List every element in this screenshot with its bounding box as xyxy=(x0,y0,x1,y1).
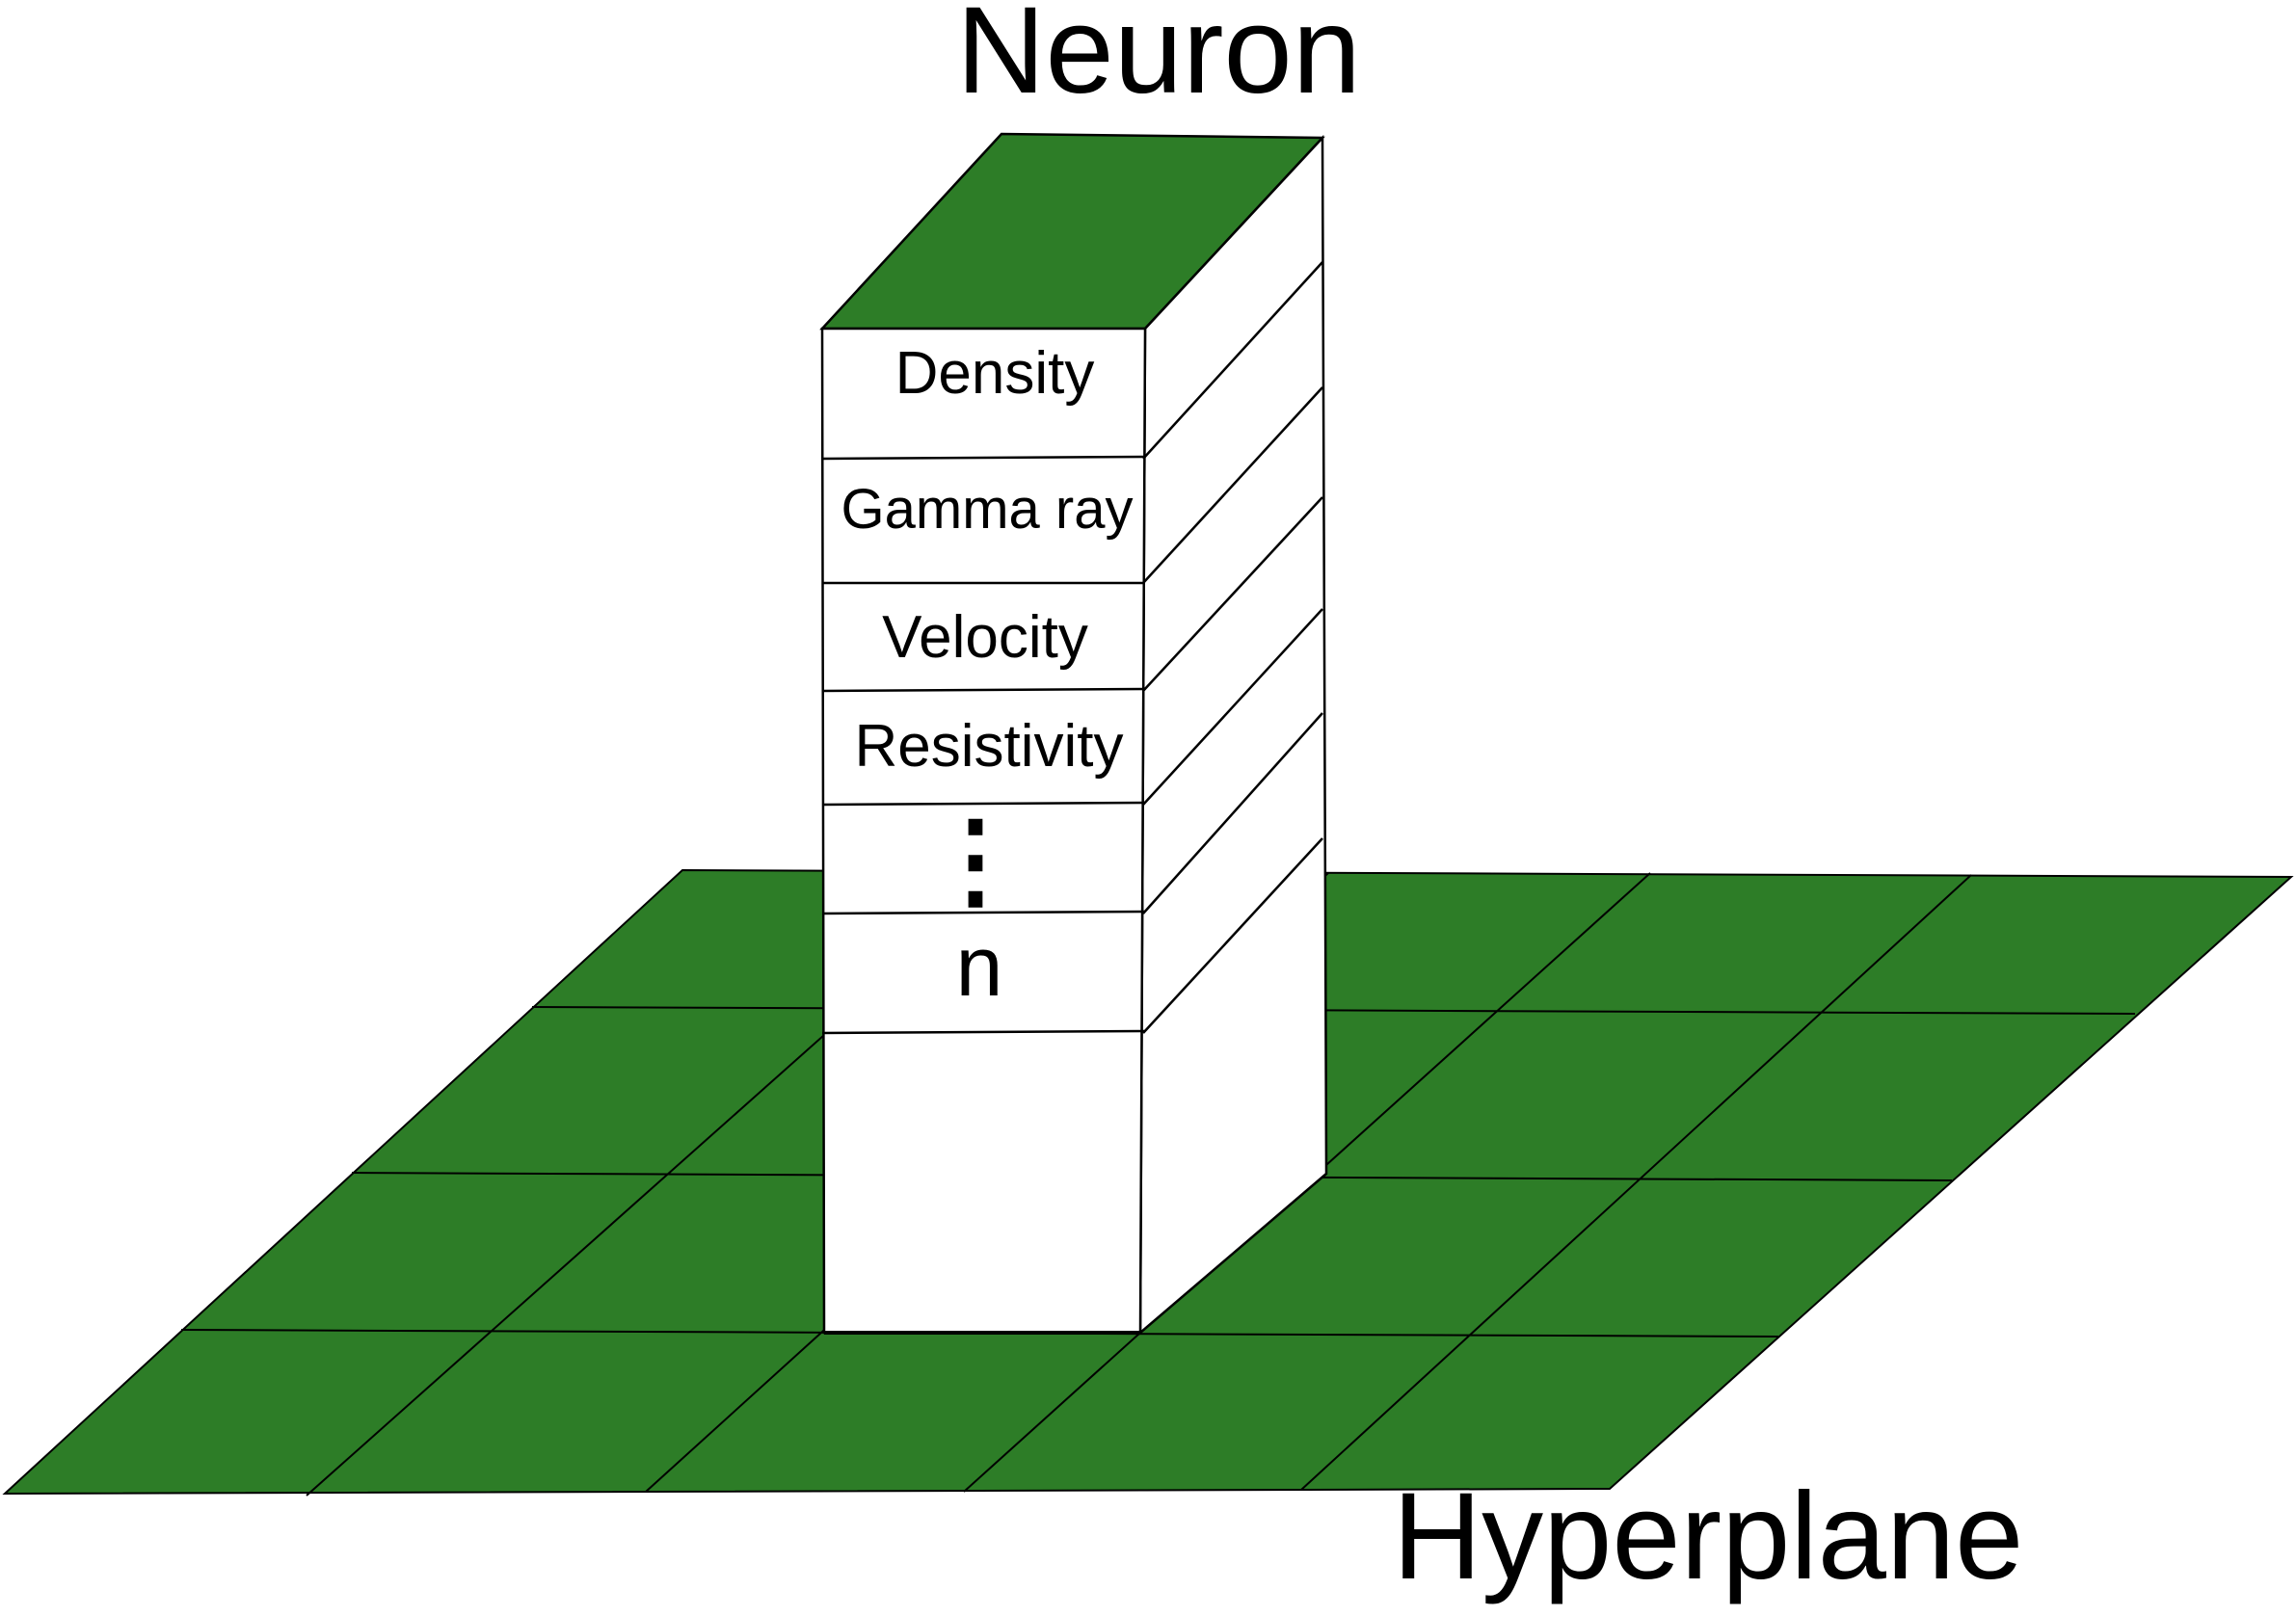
layer-dividers xyxy=(821,261,1323,1035)
layer-label-resistivity: Resistivity xyxy=(854,713,1123,780)
layer-divider-front xyxy=(821,687,1146,693)
layer-label-velocity: Velocity xyxy=(882,604,1088,671)
layer-divider-front xyxy=(821,910,1146,915)
prism-side-face xyxy=(1138,134,1328,1336)
layer-divider-side xyxy=(1142,712,1323,914)
layer-divider-side xyxy=(1142,386,1323,584)
layer-label-density: Density xyxy=(895,340,1095,407)
layer-divider-front xyxy=(821,1029,1146,1035)
layer-divider-front xyxy=(821,801,1146,807)
neuron-title: Neuron xyxy=(956,0,1361,119)
grid-column-line xyxy=(1300,874,1972,1491)
grid-row-line xyxy=(531,1006,2136,1015)
layer-divider-side xyxy=(1142,496,1323,692)
layer-label-n: n xyxy=(956,918,1003,1014)
layer-label-gamma-ray: Gamma ray xyxy=(841,478,1134,541)
layer-divider-side xyxy=(1142,261,1323,460)
layer-divider-side xyxy=(1142,608,1323,806)
layer-divider-front xyxy=(821,455,1146,461)
layer-label-ellipsis: ⋮ xyxy=(922,801,1028,919)
hyperplane-title: Hyperplane xyxy=(1393,1468,2024,1605)
layer-divider-side xyxy=(1142,837,1323,1034)
neuron-prism: Density Gamma ray Velocity Resistivity ⋮… xyxy=(819,132,1328,1336)
